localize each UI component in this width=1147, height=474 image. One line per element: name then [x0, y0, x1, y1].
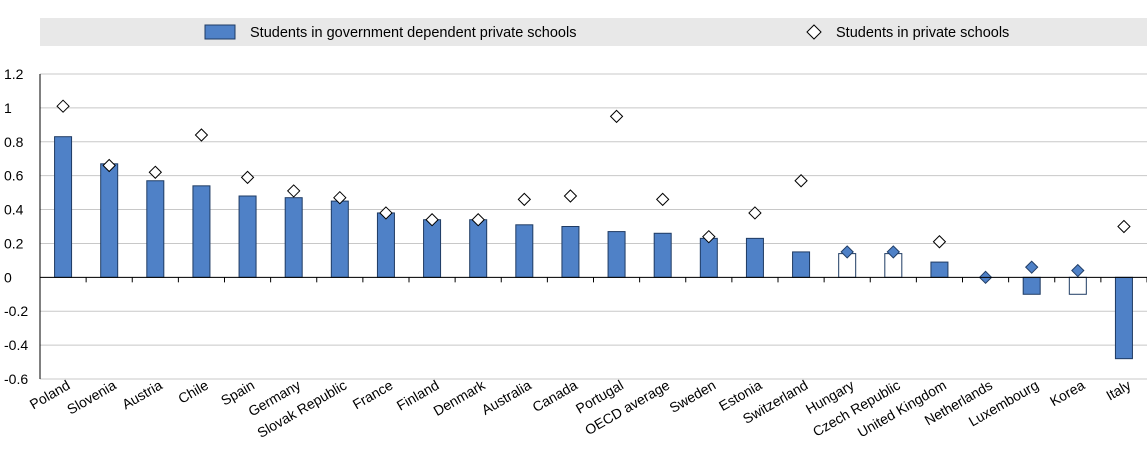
x-category-label: Sweden: [666, 377, 718, 416]
diamond-marker: [517, 192, 532, 207]
diamond-marker: [840, 245, 854, 259]
bar: [54, 136, 73, 278]
y-tick-label: 0.6: [4, 168, 24, 184]
bar: [653, 232, 672, 278]
diamond-marker: [333, 190, 347, 205]
legend-item-diamond: Students in private schools: [806, 24, 1009, 41]
x-category-label: Denmark: [430, 376, 488, 419]
bar: [100, 163, 119, 278]
diamond-marker: [609, 109, 624, 124]
y-tick-label: -0.4: [4, 337, 28, 353]
bar: [607, 231, 626, 278]
y-tick-label: 1.2: [4, 66, 24, 82]
diamond-marker: [748, 206, 762, 220]
legend-label-diamond: Students in private schools: [836, 25, 1009, 41]
legend-item-bar: Students in government dependent private…: [204, 24, 576, 41]
diamond-marker: [194, 128, 209, 142]
x-category-label: Italy: [1103, 377, 1133, 404]
legend-bar-swatch: [204, 24, 236, 40]
y-tick-label: -0.2: [4, 303, 28, 319]
diamond-marker: [1117, 219, 1131, 234]
bar-series: [54, 136, 1133, 360]
y-tick-label: 0.8: [4, 134, 24, 150]
diamond-marker: [655, 192, 670, 207]
legend-diamond-swatch: [806, 24, 822, 40]
x-category-label: Chile: [175, 377, 211, 407]
bar: [745, 237, 764, 278]
diamond-marker: [932, 235, 947, 249]
diamond-series: [56, 99, 1131, 285]
bar: [699, 237, 718, 278]
diamond-marker: [56, 99, 70, 113]
bar: [146, 180, 165, 278]
bar: [1068, 276, 1087, 295]
y-axis: 1.2 1 0.8 0.6 0.4 0.2 0 -0.2 -0.4 -0.6: [4, 66, 41, 387]
y-tick-label: -0.6: [4, 371, 28, 387]
diamond-marker: [425, 213, 439, 227]
y-tick-label: 0: [4, 269, 12, 285]
diamond-marker: [148, 165, 163, 179]
diamond-marker: [794, 174, 808, 188]
bar: [792, 251, 811, 278]
bar: [515, 224, 534, 278]
diamond-marker: [286, 184, 301, 198]
bar: [930, 261, 949, 278]
bar: [423, 219, 442, 278]
bar: [330, 200, 349, 278]
diamond-marker: [379, 206, 393, 220]
x-category-label: Slovenia: [64, 377, 119, 418]
x-category-label: Australia: [479, 377, 534, 418]
legend-label-bar: Students in government dependent private…: [250, 25, 576, 41]
x-category-label: France: [350, 377, 396, 413]
y-tick-label: 0.2: [4, 235, 24, 251]
diamond-marker: [563, 189, 578, 203]
diamond-marker: [702, 229, 716, 244]
bar: [238, 195, 257, 278]
bar: [561, 226, 580, 278]
diamond-marker: [471, 213, 485, 227]
bar: [284, 197, 303, 278]
x-category-label: Austria: [119, 377, 165, 413]
y-tick-label: 1: [4, 100, 12, 116]
diamond-marker: [1024, 260, 1039, 274]
bar: [469, 219, 488, 278]
x-category-label: Korea: [1047, 377, 1088, 410]
bar: [376, 212, 395, 278]
diamond-marker: [240, 170, 255, 185]
bar: [192, 185, 211, 278]
bar: [1114, 276, 1133, 360]
x-category-label: Canada: [529, 377, 580, 415]
bar: [1022, 276, 1041, 295]
diamond-marker: [886, 245, 901, 259]
y-tick-label: 0.4: [4, 202, 24, 218]
diamond-marker: [1071, 263, 1085, 278]
diamond-marker: [102, 158, 116, 173]
